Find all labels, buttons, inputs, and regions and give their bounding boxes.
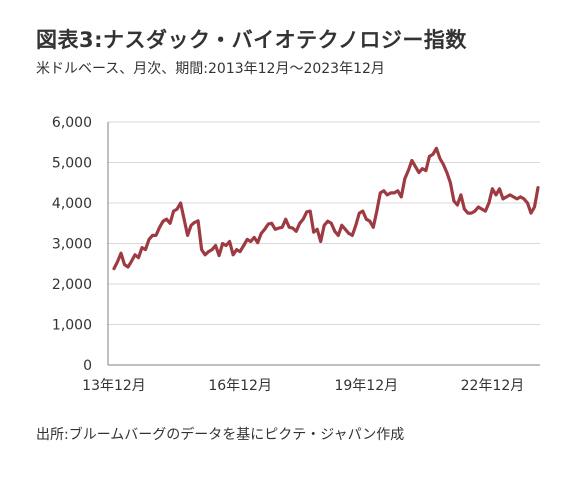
series-line: [112, 146, 540, 271]
chart-title: 図表3:ナスダック・バイオテクノロジー指数: [36, 28, 467, 52]
y-tick-label: 1,000: [52, 318, 92, 334]
chart-subtitle: 米ドルベース、月次、期間:2013年12月～2023年12月: [36, 61, 385, 77]
y-tick-label: 0: [83, 358, 92, 374]
y-axis-tick-labels: 0 1,000 2,000 3,000 4,000 5,000 6,000: [52, 115, 92, 374]
x-tick-label: 19年12月: [334, 378, 398, 394]
y-tick-label: 2,000: [52, 277, 92, 293]
x-tick-label: 13年12月: [82, 378, 146, 394]
y-tick-label: 5,000: [52, 156, 92, 172]
x-tick-label: 22年12月: [461, 378, 525, 394]
source-note: 出所:ブルームバーグのデータを基にピクテ・ジャパン作成: [36, 427, 405, 443]
x-axis-tick-labels: 13年12月 16年12月 19年12月 22年12月: [82, 378, 524, 394]
gridlines: [108, 121, 540, 325]
series-layer: [112, 146, 540, 271]
y-tick-label: 6,000: [52, 115, 92, 131]
y-tick-label: 3,000: [52, 237, 92, 253]
y-tick-label: 4,000: [52, 196, 92, 212]
x-tick-label: 16年12月: [208, 378, 272, 394]
axes: [107, 122, 540, 366]
